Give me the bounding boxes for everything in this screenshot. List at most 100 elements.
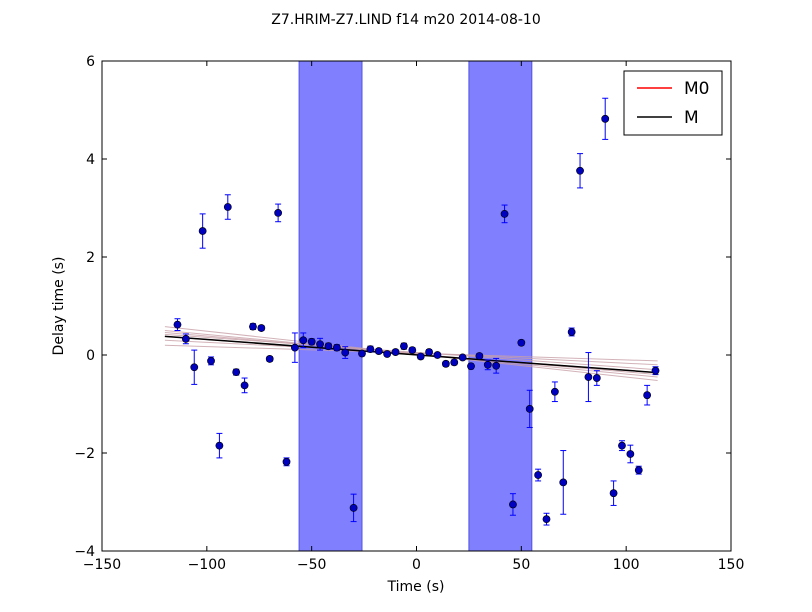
chart-title: Z7.HRIM-Z7.LIND f14 m20 2014-08-10 xyxy=(271,12,541,28)
y-tick-label: 6 xyxy=(86,54,95,70)
data-marker xyxy=(349,503,358,512)
data-point-10 xyxy=(249,322,257,331)
data-point-9 xyxy=(240,377,249,394)
data-marker xyxy=(467,362,475,371)
data-marker xyxy=(198,227,207,235)
data-point-32 xyxy=(433,351,442,359)
data-marker xyxy=(332,343,341,352)
y-tick-label: 4 xyxy=(86,152,95,168)
data-point-55 xyxy=(626,444,635,464)
data-marker xyxy=(425,348,433,356)
data-marker xyxy=(316,340,324,349)
data-marker xyxy=(483,360,492,369)
x-tick-label: 50 xyxy=(512,557,530,573)
data-point-22 xyxy=(349,493,358,523)
data-marker xyxy=(643,391,652,400)
data-marker xyxy=(450,358,459,367)
data-marker xyxy=(366,345,375,354)
data-marker xyxy=(282,457,291,466)
data-point-35 xyxy=(458,353,467,362)
shaded-band-2 xyxy=(468,60,533,552)
data-point-16 xyxy=(299,332,308,349)
data-point-5 xyxy=(207,356,215,366)
data-point-46 xyxy=(550,381,559,403)
data-marker xyxy=(441,359,450,368)
data-marker xyxy=(249,322,257,331)
data-marker xyxy=(257,324,266,332)
data-point-31 xyxy=(425,348,433,356)
data-marker xyxy=(576,166,584,175)
data-point-40 xyxy=(500,204,509,224)
data-marker xyxy=(618,441,626,450)
data-marker xyxy=(517,338,526,347)
legend-box xyxy=(623,70,723,136)
data-point-39 xyxy=(492,357,501,374)
data-point-43 xyxy=(525,389,534,429)
data-marker xyxy=(324,342,333,351)
data-point-4 xyxy=(198,213,207,249)
data-point-58 xyxy=(651,366,660,376)
data-marker xyxy=(223,203,232,211)
data-point-36 xyxy=(467,362,475,371)
data-marker xyxy=(542,515,551,524)
data-point-41 xyxy=(509,493,517,516)
data-marker xyxy=(307,337,316,346)
data-point-21 xyxy=(341,346,350,359)
data-point-54 xyxy=(618,440,626,452)
data-point-29 xyxy=(408,346,417,354)
data-marker xyxy=(601,114,610,123)
data-point-12 xyxy=(265,355,274,363)
legend-label-m: M xyxy=(684,108,699,128)
data-marker xyxy=(609,489,618,498)
data-marker xyxy=(550,387,559,396)
data-marker xyxy=(383,350,392,358)
data-point-25 xyxy=(374,347,383,355)
data-point-3 xyxy=(190,349,199,385)
plot-background xyxy=(102,61,731,551)
data-point-7 xyxy=(223,194,232,220)
data-point-47 xyxy=(559,450,568,515)
data-marker xyxy=(559,478,568,487)
data-marker xyxy=(475,352,484,360)
data-marker xyxy=(391,348,400,356)
data-marker xyxy=(232,368,241,377)
data-point-49 xyxy=(576,153,584,189)
data-point-23 xyxy=(358,349,366,358)
data-marker xyxy=(215,441,224,450)
data-point-52 xyxy=(601,97,610,140)
shaded-band-1 xyxy=(298,60,363,552)
y-tick-label: −4 xyxy=(74,544,95,560)
data-point-26 xyxy=(383,350,392,358)
data-point-53 xyxy=(609,480,618,506)
data-point-51 xyxy=(592,370,601,386)
data-marker xyxy=(433,351,442,359)
data-point-57 xyxy=(643,384,652,406)
data-marker xyxy=(341,348,350,357)
data-marker xyxy=(173,320,182,329)
data-marker xyxy=(525,404,534,413)
data-marker xyxy=(626,450,635,458)
x-tick-label: −100 xyxy=(188,557,226,573)
legend: M0 M xyxy=(623,70,723,136)
data-marker xyxy=(416,352,425,361)
data-point-20 xyxy=(332,343,341,352)
x-tick-label: 0 xyxy=(412,557,421,573)
data-marker xyxy=(207,356,215,365)
data-point-34 xyxy=(450,358,459,367)
model-line-m xyxy=(164,335,658,374)
data-point-1 xyxy=(173,318,182,331)
data-point-2 xyxy=(181,333,190,345)
data-marker xyxy=(492,361,501,370)
data-marker xyxy=(634,466,643,475)
x-tick-label: 150 xyxy=(718,557,745,573)
data-point-42 xyxy=(517,338,526,347)
data-point-27 xyxy=(391,348,400,356)
data-point-50 xyxy=(584,352,593,403)
data-marker xyxy=(509,500,517,509)
data-marker xyxy=(181,334,190,343)
data-marker xyxy=(290,343,299,352)
plot-area: −150 −100 −50 0 50 100 150 −4 −2 0 2 4 6 xyxy=(74,54,744,573)
data-point-56 xyxy=(634,465,643,475)
x-tick-label: 100 xyxy=(613,557,640,573)
data-marker xyxy=(358,349,366,358)
